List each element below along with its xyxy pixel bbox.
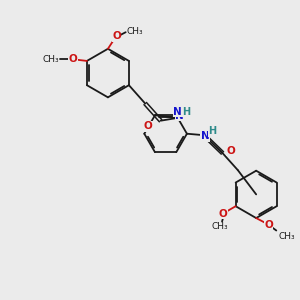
Text: O: O (144, 121, 152, 131)
Text: O: O (69, 55, 78, 64)
Text: H: H (208, 126, 216, 136)
Text: CH₃: CH₃ (212, 222, 229, 231)
Text: H: H (183, 107, 191, 117)
Text: N: N (173, 107, 182, 117)
Text: CH₃: CH₃ (279, 232, 295, 241)
Text: O: O (112, 32, 121, 41)
Text: O: O (264, 220, 273, 230)
Text: CH₃: CH₃ (127, 26, 143, 35)
Text: N: N (201, 131, 210, 141)
Text: CH₃: CH₃ (43, 55, 59, 64)
Text: O: O (226, 146, 235, 156)
Text: N: N (175, 111, 184, 121)
Text: O: O (219, 209, 228, 219)
